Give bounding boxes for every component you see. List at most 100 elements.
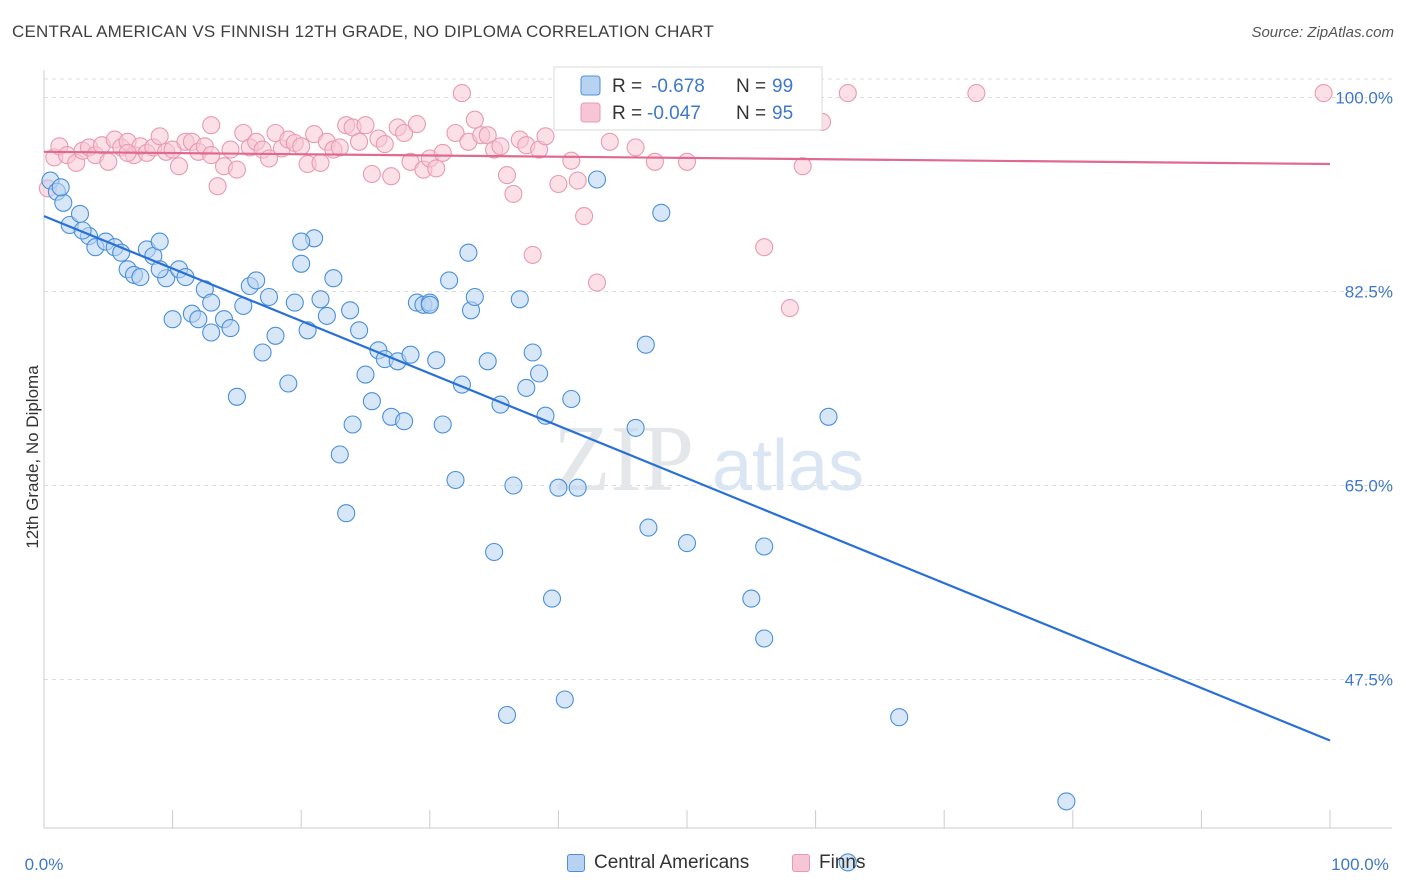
central-american-point <box>523 343 542 362</box>
finn-point <box>491 137 510 156</box>
finn-point <box>587 273 607 292</box>
finn-point <box>568 171 587 190</box>
central-american-point <box>330 445 349 464</box>
finn-point <box>1314 84 1333 103</box>
central-american-point <box>341 301 360 320</box>
y-tick-label-1: 82.5% <box>1345 283 1393 302</box>
central-american-point <box>504 476 523 495</box>
finn-point <box>311 153 330 172</box>
central-american-point <box>838 853 857 872</box>
central-american-point <box>755 537 774 556</box>
x-tick-label-end: 100.0% <box>1331 855 1389 874</box>
finn-point <box>330 138 349 157</box>
central-american-point <box>54 193 73 212</box>
finn-point <box>838 84 857 103</box>
central-american-point <box>279 374 298 393</box>
legend-pink-n-label: N = <box>736 103 766 124</box>
central-american-point <box>549 478 568 497</box>
legend-item-finns[interactable]: Finns <box>792 852 865 874</box>
central-american-point <box>337 504 356 523</box>
central-american-point <box>459 243 478 262</box>
finn-point <box>433 143 452 162</box>
watermark: ZIP atlas <box>553 407 864 511</box>
central-american-point <box>639 518 658 537</box>
central-american-point <box>568 478 587 497</box>
finn-point <box>967 84 986 103</box>
legend-blue-swatch <box>580 75 601 96</box>
central-americans-points <box>41 170 1076 872</box>
finn-point <box>536 127 555 146</box>
finn-point <box>575 207 594 226</box>
finn-point <box>99 152 118 171</box>
central-american-point <box>253 343 272 362</box>
central-american-point <box>427 351 446 370</box>
finn-point <box>562 151 581 170</box>
legend-blue-n-label: N = <box>736 76 766 97</box>
central-american-point <box>401 345 420 364</box>
central-american-point <box>517 378 536 397</box>
central-american-point <box>677 534 697 553</box>
finn-point <box>202 116 221 135</box>
finn-point <box>645 152 664 171</box>
finn-point <box>356 116 375 135</box>
finn-point <box>375 135 394 154</box>
central-american-point <box>1057 792 1076 811</box>
legend-item-central-americans[interactable]: Central Americans <box>567 852 749 874</box>
legend-blue-n-value: 99 <box>772 76 793 97</box>
central-american-point <box>446 470 465 490</box>
central-american-point <box>189 310 208 329</box>
central-american-point <box>362 392 381 411</box>
y-axis-label: 12th Grade, No Diploma <box>23 365 42 549</box>
finn-point <box>523 245 542 264</box>
finn-point <box>292 137 311 156</box>
central-american-point <box>285 293 304 312</box>
central-american-point <box>131 268 150 287</box>
central-american-point <box>819 407 838 426</box>
central-american-point <box>324 269 343 288</box>
central-american-point <box>292 232 311 251</box>
central-american-point <box>343 415 362 434</box>
central-american-point <box>755 629 774 648</box>
finn-point <box>208 177 227 196</box>
central-american-point <box>742 589 761 608</box>
central-american-point <box>150 232 169 251</box>
central-american-point <box>636 335 655 354</box>
central-americans-trend-line <box>43 215 1331 742</box>
legend-pink-r-value: -0.047 <box>647 103 701 124</box>
finn-point <box>362 164 381 184</box>
central-american-point <box>202 293 221 312</box>
central-american-point <box>227 387 246 406</box>
finn-point <box>395 123 414 143</box>
finn-point <box>446 123 465 143</box>
central-american-point <box>485 542 504 562</box>
legend-pink-n-value: 95 <box>772 103 793 124</box>
finn-point <box>600 132 619 151</box>
y-tick-label-0: 100.0% <box>1335 89 1393 108</box>
central-american-point <box>163 310 182 329</box>
finn-point <box>350 132 369 151</box>
central-american-point <box>626 418 645 437</box>
finn-point <box>227 160 246 179</box>
central-american-point <box>292 254 311 273</box>
central-american-point <box>350 321 369 340</box>
trend-lines <box>43 150 1331 742</box>
central-american-point <box>587 170 607 189</box>
finns-trend-line <box>43 150 1331 166</box>
chart-title: CENTRAL AMERICAN VS FINNISH 12TH GRADE, … <box>12 22 714 41</box>
legend-label-central-americans: Central Americans <box>594 852 750 873</box>
grid-lines <box>44 78 1392 680</box>
finn-point <box>202 146 221 165</box>
central-american-point <box>356 365 375 384</box>
finn-point <box>780 299 799 318</box>
finn-point <box>504 184 523 203</box>
legend-pink-swatch <box>580 102 601 123</box>
legend-pink-r-label: R = <box>612 103 642 124</box>
central-american-point <box>266 326 285 345</box>
y-tick-label-2: 65.0% <box>1345 477 1393 496</box>
central-american-point <box>420 295 439 314</box>
central-american-point <box>510 290 529 309</box>
finn-point <box>452 84 471 103</box>
central-american-point <box>440 271 459 290</box>
central-american-point <box>202 323 221 342</box>
